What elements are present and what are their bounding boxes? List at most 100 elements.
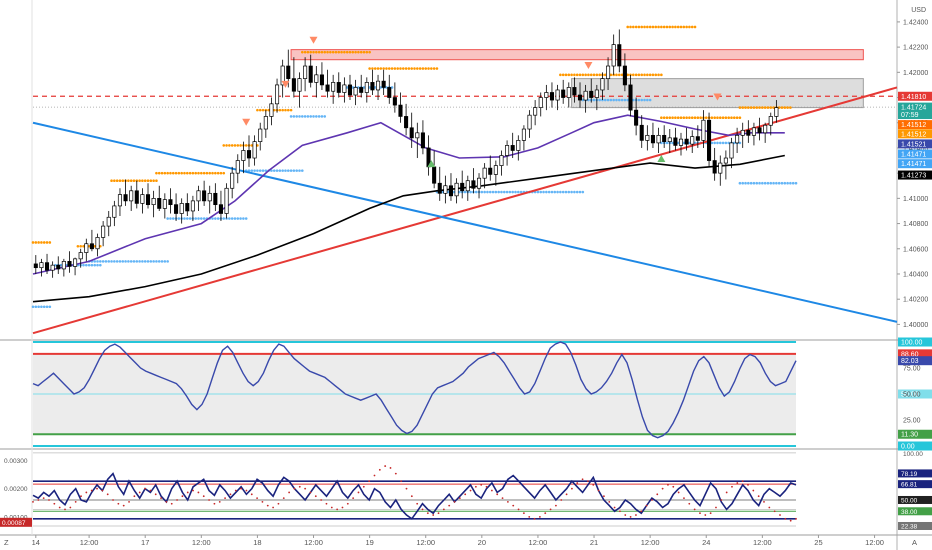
candle [398, 92, 403, 123]
level-dot [385, 86, 388, 89]
osc2-line [32, 472, 797, 520]
level-dot [320, 50, 324, 54]
candle-body-up [606, 65, 611, 79]
level-dot [216, 217, 220, 220]
level-dot [581, 73, 585, 77]
level-dot [407, 67, 411, 70]
osc2-signal-dot [213, 502, 216, 505]
bottom-right-letter: A [912, 538, 917, 547]
osc2-signal-dot [48, 499, 50, 501]
candle [667, 129, 672, 153]
level-dot [710, 141, 714, 145]
candle-body-up [415, 132, 420, 139]
candle [723, 150, 728, 180]
candle [707, 112, 712, 167]
price-label-box [898, 91, 932, 101]
level-dot [497, 190, 500, 194]
level-dot [93, 244, 97, 248]
level-dot [648, 25, 652, 29]
osc2-signal-dot [218, 500, 221, 503]
level-dot [236, 217, 240, 220]
osc1-tick-label: 75.00 [903, 366, 921, 373]
candle-body-up [50, 264, 55, 271]
level-dot [306, 115, 310, 118]
level-dot [488, 190, 492, 194]
osc2-signal-dot [336, 508, 339, 511]
candle-body-up [723, 157, 728, 164]
osc2-signal-dot [581, 478, 584, 481]
candle [549, 82, 554, 108]
time-tick-label: 17 [141, 538, 149, 547]
osc2-signal-dot [469, 489, 472, 492]
level-dot [671, 141, 674, 145]
osc2-signal-dot [709, 512, 712, 515]
level-dot [432, 67, 436, 70]
candle-body-up [263, 116, 268, 130]
level-dot [401, 67, 405, 70]
candle-body-up [611, 44, 616, 67]
level-dot [357, 50, 360, 54]
candle-body-up [275, 84, 280, 105]
candle-body-up [751, 127, 756, 136]
level-dot [281, 108, 284, 112]
level-dot [317, 115, 321, 118]
level-dot [575, 190, 579, 194]
candle [437, 166, 442, 201]
level-dot [416, 67, 419, 70]
candle [174, 193, 179, 222]
price-tick-label: 1.42200 [903, 45, 928, 52]
level-dot [211, 171, 214, 175]
level-dot [441, 190, 444, 194]
level-dot [233, 144, 237, 147]
level-dot [660, 116, 663, 119]
candle [499, 150, 504, 176]
sell-signal-marker [713, 93, 722, 101]
osc2-signal-dot [624, 514, 627, 516]
level-dot [390, 67, 394, 70]
level-dot [679, 25, 683, 29]
candles[interactable] [33, 29, 779, 278]
level-dot [250, 169, 254, 172]
candle-body-up [151, 198, 156, 206]
level-dot [410, 67, 414, 70]
candle-body-up [106, 216, 111, 227]
level-dot [183, 171, 186, 175]
level-dot [556, 190, 559, 194]
level-dot [679, 116, 683, 119]
candle [409, 112, 414, 148]
level-dot [222, 217, 226, 220]
level-dot [90, 263, 94, 267]
candle [246, 135, 252, 167]
level-dot [483, 190, 486, 194]
level-dot [132, 179, 136, 183]
candle-body-down [662, 134, 667, 142]
level-dot [188, 171, 192, 175]
osc2-signal-dot [613, 506, 616, 509]
osc2-signal-dot [400, 480, 403, 483]
osc2-signal-dot [144, 487, 146, 490]
candle [589, 78, 594, 103]
candle [331, 74, 336, 104]
candle-body-down [437, 182, 442, 194]
osc2-label-box [898, 507, 932, 516]
level-dot [758, 106, 761, 109]
osc2-signal-dot [362, 485, 365, 488]
candle [493, 160, 498, 186]
level-dot [584, 73, 587, 77]
level-dot [516, 190, 520, 194]
level-dot [693, 116, 697, 119]
level-dot [637, 73, 641, 77]
osc2-signal-dot [747, 484, 749, 486]
level-dot [174, 171, 178, 175]
candle-body-up [179, 203, 184, 214]
osc2-signal-dot [368, 480, 371, 483]
level-dot [79, 244, 82, 248]
osc2-signal-dot [773, 510, 776, 513]
level-dot [373, 67, 377, 70]
candle [678, 132, 684, 156]
level-dot [202, 217, 206, 220]
osc2-signal-dot [384, 465, 387, 467]
level-dot [337, 50, 341, 54]
candle-body-down [308, 65, 313, 83]
